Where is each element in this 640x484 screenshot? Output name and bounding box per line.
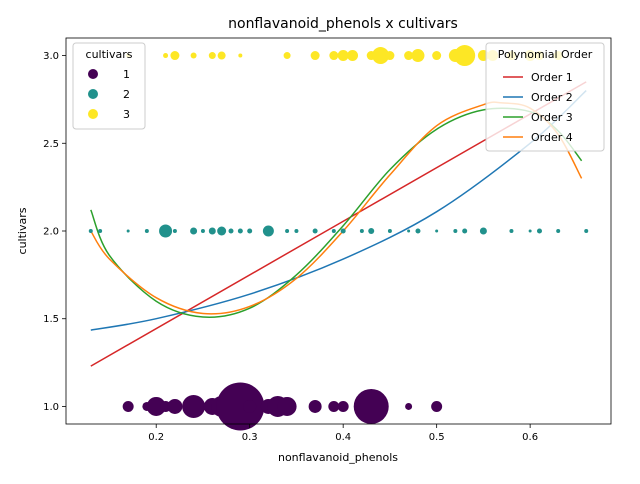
- data-point-cultivar-1: [337, 400, 349, 412]
- x-tick-label: 0.5: [429, 432, 445, 443]
- data-point-cultivar-2: [536, 228, 542, 234]
- x-tick-label: 0.6: [522, 432, 538, 443]
- data-point-cultivar-2: [262, 225, 274, 237]
- data-point-cultivar-3: [454, 45, 476, 67]
- polynomial-order-legend: Polynomial Order Order 1 Order 2 Order 3 Or…: [485, 42, 605, 152]
- x-axis: 0.2 0.3 0.4 0.5 0.6: [148, 424, 538, 443]
- data-point-cultivar-2: [387, 229, 392, 233]
- data-point-cultivar-2: [584, 229, 589, 233]
- legend-marker-cultivar-1: [88, 69, 98, 79]
- data-point-cultivar-1: [216, 382, 265, 431]
- data-point-cultivar-3: [372, 47, 390, 65]
- y-tick-label: 2.0: [43, 227, 59, 238]
- data-point-cultivar-1: [405, 402, 413, 410]
- chart-title: nonflavanoid_phenols x cultivars: [228, 16, 458, 32]
- data-point-cultivar-1: [308, 399, 322, 413]
- y-axis: 1.0 1.5 2.0 2.5 3.0: [43, 51, 66, 413]
- cultivars-legend: cultivars 1 2 3: [72, 42, 146, 130]
- legend-marker-cultivar-2: [88, 89, 98, 99]
- legend-frame: [72, 42, 146, 130]
- data-point-cultivar-1: [182, 394, 206, 418]
- data-point-cultivar-2: [200, 229, 205, 233]
- data-point-cultivar-3: [385, 51, 395, 61]
- data-point-cultivar-3: [432, 51, 442, 61]
- data-point-cultivar-2: [190, 227, 198, 235]
- data-point-cultivar-2: [144, 229, 149, 233]
- data-point-cultivar-2: [368, 228, 375, 234]
- data-point-cultivar-2: [228, 228, 234, 234]
- data-point-cultivar-1: [328, 400, 340, 412]
- legend-label: Order 4: [531, 131, 573, 144]
- data-point-cultivar-2: [312, 228, 318, 234]
- x-tick-label: 0.3: [242, 432, 258, 443]
- legend-label: 3: [123, 108, 130, 121]
- data-point-cultivar-3: [404, 51, 414, 61]
- data-point-cultivar-3: [337, 50, 349, 62]
- data-point-cultivar-3: [347, 50, 359, 62]
- data-point-cultivar-2: [294, 229, 299, 233]
- data-point-cultivar-1: [353, 388, 389, 424]
- x-tick-label: 0.4: [335, 432, 351, 443]
- legend-title: Polynomial Order: [498, 48, 593, 61]
- data-point-cultivar-2: [435, 229, 439, 233]
- legend-label: Order 3: [531, 111, 573, 124]
- x-axis-title: nonflavanoid_phenols: [278, 451, 398, 464]
- data-point-cultivar-2: [88, 229, 93, 233]
- data-point-cultivar-2: [407, 229, 411, 233]
- y-tick-label: 1.5: [43, 314, 59, 325]
- data-point-cultivar-2: [331, 229, 336, 233]
- data-point-cultivar-1: [167, 398, 183, 414]
- data-point-cultivar-3: [329, 51, 339, 61]
- data-point-cultivar-3: [190, 52, 197, 59]
- plot-area: [65, 37, 612, 431]
- legend-marker-cultivar-3: [88, 109, 98, 119]
- legend-frame: [485, 42, 605, 152]
- data-point-cultivar-2: [247, 228, 253, 234]
- data-points: [88, 45, 589, 431]
- data-point-cultivar-1: [122, 400, 134, 412]
- data-point-cultivar-2: [359, 229, 364, 233]
- data-point-cultivar-3: [208, 52, 216, 60]
- data-point-cultivar-2: [528, 229, 532, 233]
- y-tick-label: 3.0: [43, 51, 59, 62]
- data-point-cultivar-2: [172, 229, 177, 233]
- data-point-cultivar-2: [159, 224, 173, 238]
- data-point-cultivar-3: [310, 51, 320, 61]
- data-point-cultivar-2: [340, 228, 346, 234]
- data-point-cultivar-3: [217, 51, 226, 60]
- data-point-cultivar-2: [285, 229, 290, 233]
- data-point-cultivar-3: [163, 53, 169, 59]
- data-point-cultivar-2: [453, 229, 458, 233]
- data-point-cultivar-1: [243, 399, 257, 413]
- data-point-cultivar-1: [277, 396, 297, 416]
- data-point-cultivar-2: [415, 228, 421, 234]
- data-point-cultivar-2: [462, 228, 468, 234]
- data-point-cultivar-2: [237, 228, 243, 234]
- x-tick-label: 0.2: [148, 432, 164, 443]
- data-point-cultivar-3: [411, 49, 425, 63]
- y-axis-title: cultivars: [16, 207, 29, 254]
- data-point-cultivar-1: [431, 400, 443, 412]
- data-point-cultivar-1: [146, 396, 166, 416]
- data-point-cultivar-3: [283, 52, 291, 60]
- legend-title: cultivars: [86, 48, 133, 61]
- data-point-cultivar-2: [98, 229, 103, 233]
- legend-label: Order 2: [531, 91, 573, 104]
- y-tick-label: 2.5: [43, 139, 59, 150]
- data-point-cultivar-2: [479, 227, 487, 235]
- legend-label: Order 1: [531, 71, 573, 84]
- y-tick-label: 1.0: [43, 402, 59, 413]
- legend-label: 2: [123, 88, 130, 101]
- data-point-cultivar-3: [238, 53, 243, 58]
- data-point-cultivar-2: [208, 227, 216, 235]
- data-point-cultivar-2: [556, 229, 561, 233]
- data-point-cultivar-3: [170, 51, 180, 61]
- data-point-cultivar-2: [217, 226, 227, 236]
- data-point-cultivar-2: [126, 229, 130, 233]
- data-point-cultivar-2: [509, 229, 514, 233]
- legend-label: 1: [123, 68, 130, 81]
